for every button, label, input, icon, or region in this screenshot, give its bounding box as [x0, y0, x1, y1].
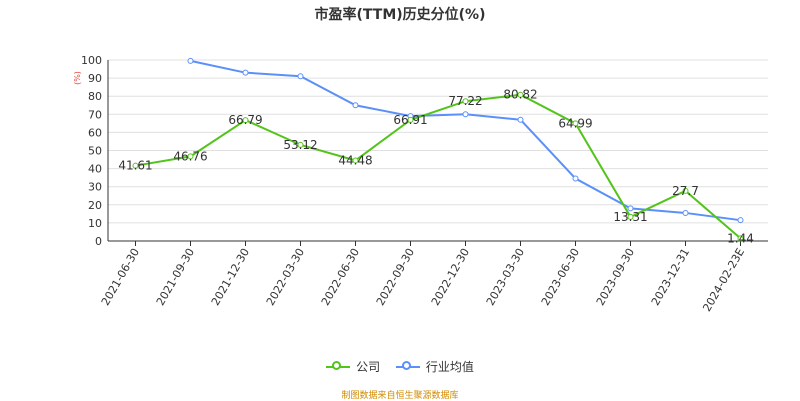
data-point-industry-avg: [682, 209, 689, 216]
legend-swatch-company: [326, 360, 351, 373]
legend-item-company[interactable]: 公司: [326, 358, 380, 375]
data-point-company: [627, 213, 634, 220]
series-line-company: [135, 93, 742, 240]
y-tick-label: 50: [88, 145, 102, 158]
y-tick-label: 0: [95, 235, 102, 248]
data-label-company: 27.7: [672, 184, 699, 198]
x-tick-label: 2023-12-31: [649, 246, 692, 308]
source-note: 制图数据来自恒生聚源数据库: [341, 391, 459, 401]
data-point-industry-avg: [572, 175, 579, 182]
chart-title: 市盈率(TTM)历史分位(%): [314, 7, 486, 23]
data-point-company: [132, 162, 139, 169]
data-point-industry-avg: [462, 111, 469, 118]
x-tick-label: 2023-03-30: [484, 246, 527, 308]
data-point-industry-avg: [242, 69, 249, 76]
y-tick-label: 100: [81, 54, 102, 67]
data-point-company: [462, 98, 469, 105]
data-point-industry-avg: [187, 57, 194, 64]
data-label-company: 66.91: [393, 113, 427, 127]
y-tick-label: 20: [88, 199, 102, 212]
y-tick-label: 70: [88, 108, 102, 121]
data-point-industry-avg: [627, 205, 634, 212]
data-label-company: 53.12: [283, 138, 317, 152]
data-point-industry-avg: [737, 217, 744, 224]
data-label-company: 1.44: [727, 231, 754, 245]
x-tick-label: 2022-09-30: [374, 246, 417, 308]
data-point-company: [572, 120, 579, 127]
legend: 公司 行业均值: [0, 358, 800, 376]
x-tick-label: 2021-06-30: [99, 246, 142, 308]
data-point-industry-avg: [297, 73, 304, 80]
data-point-industry-avg: [352, 102, 359, 109]
x-tick-label: 2021-12-30: [209, 246, 252, 308]
y-tick-label: 40: [88, 163, 102, 176]
data-label-company: 66.79: [228, 113, 262, 127]
data-label-company: 46.76: [173, 149, 207, 163]
data-label-company: 44.48: [338, 153, 372, 167]
data-point-industry-avg: [517, 116, 524, 123]
x-tick-label: 2022-06-30: [319, 246, 362, 308]
series-line-industry-avg: [190, 59, 741, 222]
x-tick-label: 2021-09-30: [154, 246, 197, 308]
y-tick-label: 90: [88, 72, 102, 85]
data-point-company: [407, 116, 414, 123]
x-tick-label: 2023-06-30: [539, 246, 582, 308]
data-label-company: 77.22: [448, 94, 482, 108]
legend-label-company: 公司: [356, 360, 381, 374]
y-tick-label: 60: [88, 126, 102, 139]
data-point-company: [352, 157, 359, 164]
x-tick-label: 2022-03-30: [264, 246, 307, 308]
y-tick-label: 30: [88, 181, 102, 194]
x-tick-label: 2024-02-23E: [700, 246, 747, 314]
y-axis-label: (%): [73, 71, 82, 85]
x-tick-label: 2023-09-30: [594, 246, 637, 308]
data-point-company: [517, 91, 524, 98]
data-label-company: 64.99: [558, 116, 592, 130]
legend-swatch-industry-avg: [395, 360, 420, 373]
y-tick-label: 10: [88, 217, 102, 230]
x-tick-label: 2022-12-30: [429, 246, 472, 308]
data-point-company: [242, 117, 249, 124]
data-label-company: 80.82: [503, 88, 537, 102]
legend-label-industry-avg: 行业均值: [425, 360, 474, 374]
data-point-company: [682, 187, 689, 194]
data-point-company: [297, 141, 304, 148]
legend-item-industry-avg[interactable]: 行业均值: [395, 358, 474, 375]
data-point-company: [187, 153, 194, 160]
y-tick-label: 80: [88, 90, 102, 103]
data-point-company: [737, 235, 744, 242]
data-label-company: 13.31: [613, 210, 647, 224]
data-label-company: 41.61: [118, 159, 152, 173]
